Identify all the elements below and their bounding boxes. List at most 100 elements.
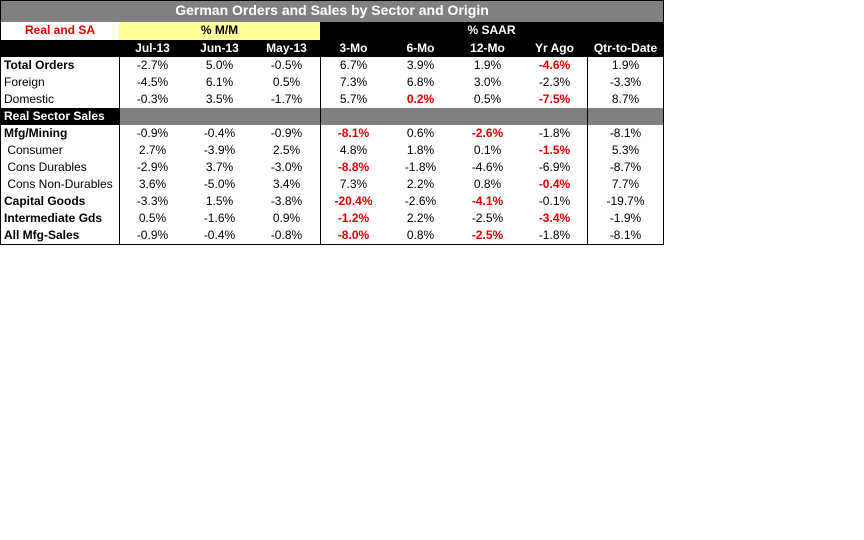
row-label: Mfg/Mining [4,126,68,140]
table-cell: 5.3% [611,143,640,157]
row-label: Foreign [4,75,45,89]
table-cell: 2.5% [272,143,301,157]
section-row: Real Sector Sales [1,108,663,125]
table-cell: -1.9% [609,211,642,225]
table-cell: -1.6% [203,211,236,225]
table-cell: -0.9% [270,126,303,140]
table-cell: -8.1% [609,228,642,242]
table-cell: -2.7% [136,58,169,72]
table-cell: 0.6% [406,126,435,140]
table-cell: -0.4% [538,177,571,191]
table-title: German Orders and Sales by Sector and Or… [1,1,663,22]
row-label: Cons Non-Durables [4,177,113,191]
table-cell: -4.5% [136,75,169,89]
table-cell: -20.4% [334,194,373,208]
table-cell: -3.0% [270,160,303,174]
table-cell: -1.5% [538,143,571,157]
table-cell: -0.8% [270,228,303,242]
table-cell: 7.3% [339,75,368,89]
table-cell: -2.6% [471,126,504,140]
table-cell: 0.5% [272,75,301,89]
column-header: Jul-13 [119,40,186,57]
table-cell: 4.8% [339,143,368,157]
table-cell: -4.1% [471,194,504,208]
group-mm-header: % M/M [119,22,320,40]
table-row: Consumer 2.7% -3.9% 2.5% 4.8% 1.8% 0.1% -1.5% 5.… [1,142,663,159]
table-row: Foreign -4.5% 6.1% 0.5% 7.3% 6.8% 3.0% -2.3% -3.… [1,74,663,91]
table-cell: -3.9% [203,143,236,157]
table-cell: 0.5% [473,92,502,106]
row-label: All Mfg-Sales [4,228,80,242]
table-cell: -2.5% [471,228,504,242]
table-cell: 3.0% [473,75,502,89]
table-cell: -1.2% [337,211,370,225]
row-label: Cons Durables [4,160,87,174]
table-cell: 3.7% [205,160,234,174]
row-label: Intermediate Gds [4,211,103,225]
group-saar-header: % SAAR [320,22,663,40]
table-cell: -1.8% [404,160,437,174]
table-cell: -0.3% [136,92,169,106]
table-cell: -4.6% [471,160,504,174]
table-cell: 6.1% [205,75,234,89]
table-cell: 0.5% [138,211,167,225]
table-cell: -0.9% [136,228,169,242]
data-table: German Orders and Sales by Sector and Or… [0,0,664,245]
row-label: Total Orders [4,58,75,72]
table-cell: -6.9% [538,160,571,174]
table-cell: 1.5% [205,194,234,208]
table-cell: -8.7% [609,160,642,174]
table-cell: 0.8% [406,228,435,242]
table-cell: -0.5% [270,58,303,72]
table-cell: -2.5% [471,211,504,225]
row-label: Capital Goods [4,194,86,208]
table-cell: 3.5% [205,92,234,106]
table-cell: 7.3% [339,177,368,191]
row-label: Consumer [4,143,63,157]
table-cell: 6.7% [339,58,368,72]
table-cell: -3.8% [270,194,303,208]
table-cell: -2.6% [404,194,437,208]
column-header: 12-Mo [454,40,521,57]
table-row: Cons Non-Durables 3.6% -5.0% 3.4% 7.3% 2.2% 0.… [1,176,663,193]
column-header: 3-Mo [320,40,387,57]
table-row: Cons Durables -2.9% 3.7% -3.0% -8.8% -1.8% -4.… [1,159,663,176]
table-cell: 0.9% [272,211,301,225]
table-cell: 5.7% [339,92,368,106]
table-cell: -3.4% [538,211,571,225]
table-row: Total Orders -2.7% 5.0% -0.5% 6.7% 3.9% 1.9% -4… [1,57,663,74]
table-cell: -2.9% [136,160,169,174]
table-cell: -1.7% [270,92,303,106]
table-cell: 3.9% [406,58,435,72]
table-cell: 1.9% [473,58,502,72]
table-cell: -8.1% [337,126,370,140]
table-cell: -0.9% [136,126,169,140]
table-cell: -8.0% [337,228,370,242]
corner-label: Real and SA [1,22,119,40]
table-cell: 8.7% [611,92,640,106]
table-cell: 3.6% [138,177,167,191]
table-cell: -2.3% [538,75,571,89]
table-row: All Mfg-Sales -0.9% -0.4% -0.8% -8.0% 0.8% -2.… [1,227,663,244]
table-cell: 7.7% [611,177,640,191]
table-cell: -0.4% [203,126,236,140]
divider-line [587,57,588,245]
divider-line [320,22,321,245]
group-header-row: Real and SA % M/M % SAAR [1,22,663,40]
row-label: Domestic [4,92,55,106]
table-cell: -1.8% [538,126,571,140]
title-row: German Orders and Sales by Sector and Or… [1,1,663,22]
section-fill [119,108,663,125]
table-cell: -0.4% [203,228,236,242]
table-cell: 2.2% [406,177,435,191]
table-cell: -1.8% [538,228,571,242]
column-header: 6-Mo [387,40,454,57]
table-row: Intermediate Gds 0.5% -1.6% 0.9% -1.2% 2.2% -2… [1,210,663,227]
column-header: Yr Ago [521,40,588,57]
table-row: Capital Goods -3.3% 1.5% -3.8% -20.4% -2.6% -4… [1,193,663,210]
column-header-blank [1,40,119,57]
table-cell: 2.7% [138,143,167,157]
table-cell: -3.3% [136,194,169,208]
table-cell: 0.1% [473,143,502,157]
divider-line [119,40,120,245]
